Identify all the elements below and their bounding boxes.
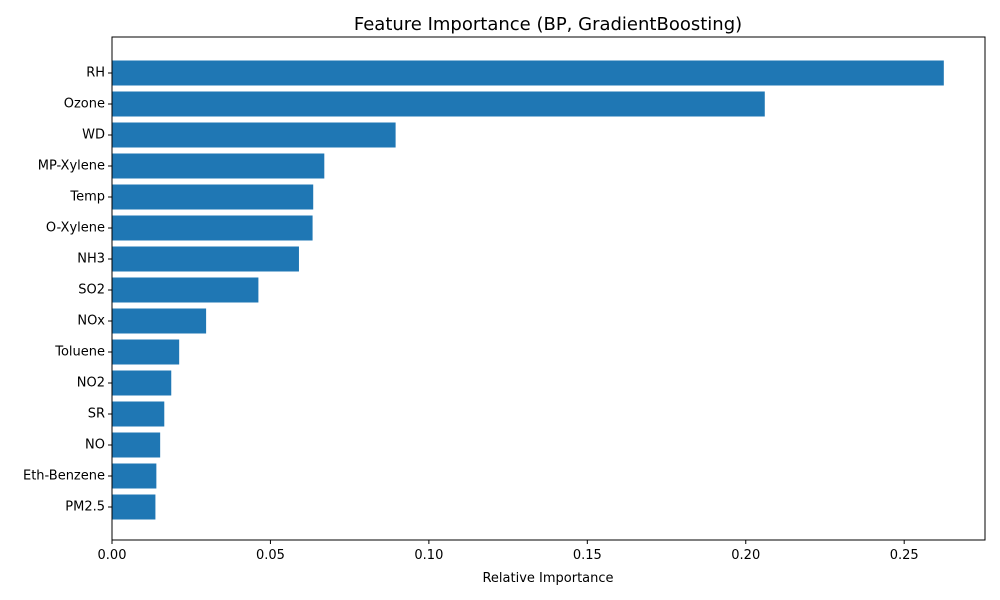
x-tick-label: 0.25 <box>890 548 919 563</box>
bar-nox <box>112 308 207 334</box>
bar-eth-benzene <box>112 463 157 489</box>
x-tick-label: 0.10 <box>414 548 443 563</box>
x-tick-label: 0.05 <box>256 548 285 563</box>
bars-group <box>112 60 944 520</box>
y-tick-label: NH3 <box>77 252 105 267</box>
x-tick-label: 0.00 <box>98 548 127 563</box>
y-tick-label: WD <box>82 128 105 143</box>
bar-pm2-5 <box>112 494 156 520</box>
x-axis-label: Relative Importance <box>482 571 613 586</box>
y-tick-label: NO2 <box>77 376 105 391</box>
bar-no2 <box>112 370 172 396</box>
y-tick-label: NO <box>85 438 105 453</box>
y-tick-label: NOx <box>77 314 105 329</box>
bar-sr <box>112 401 165 427</box>
y-tick-label: Temp <box>69 190 105 205</box>
y-tick-label: Ozone <box>64 97 105 112</box>
y-axis-ticks: RH Ozone WD MP-Xylene Temp O-Xylene NH3 SO2 NOx T… <box>23 66 112 515</box>
bar-mp-xylene <box>112 153 325 179</box>
chart-title: Feature Importance (BP, GradientBoosting… <box>354 14 742 35</box>
bar-no <box>112 432 161 458</box>
bar-wd <box>112 122 396 148</box>
plot-frame <box>111 36 986 541</box>
bar-nh3 <box>112 246 299 272</box>
x-tick-label: 0.15 <box>573 548 602 563</box>
y-tick-label: MP-Xylene <box>38 159 105 174</box>
y-tick-label: SR <box>88 407 105 422</box>
bar-o-xylene <box>112 215 313 241</box>
bar-so2 <box>112 277 259 303</box>
y-tick-label: PM2.5 <box>65 500 105 515</box>
x-axis-ticks: 0.00 0.05 0.10 0.15 0.20 0.25 <box>98 540 919 563</box>
y-tick-label: O-Xylene <box>46 221 105 236</box>
bar-ozone <box>112 91 765 117</box>
y-tick-label: Eth-Benzene <box>23 469 105 484</box>
bar-temp <box>112 184 314 210</box>
y-tick-label: Toluene <box>54 345 105 360</box>
bar-rh <box>112 60 944 86</box>
y-tick-label: SO2 <box>78 283 105 298</box>
y-tick-label: RH <box>86 66 105 81</box>
bar-toluene <box>112 339 180 365</box>
x-tick-label: 0.20 <box>731 548 760 563</box>
